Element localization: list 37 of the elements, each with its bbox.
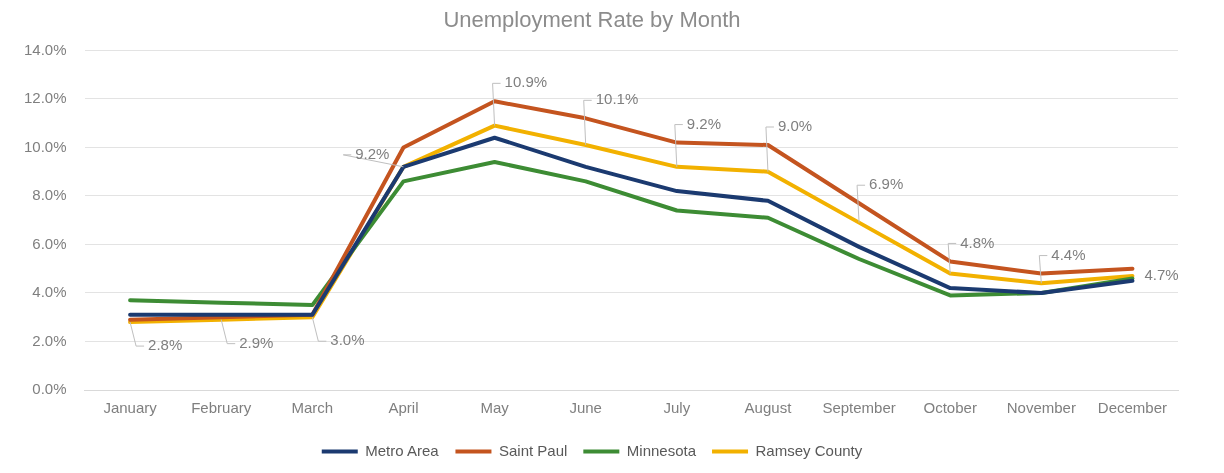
x-tick-label: August xyxy=(744,399,793,417)
x-tick-label: November xyxy=(1006,399,1076,417)
y-tick-label: 2.0% xyxy=(32,331,67,349)
data-label: 9.2% xyxy=(686,114,722,132)
data-label: 9.2% xyxy=(355,144,390,162)
data-label: 4.7% xyxy=(1144,266,1179,284)
x-tick-label: January xyxy=(103,399,158,417)
data-label: 9.0% xyxy=(777,117,813,135)
x-tick-label: June xyxy=(569,399,602,417)
legend-label: Ramsey County xyxy=(755,441,863,459)
data-label: 2.9% xyxy=(239,333,274,351)
data-label: 2.8% xyxy=(148,336,183,354)
x-tick-label: September xyxy=(822,399,896,417)
y-tick-label: 4.0% xyxy=(32,283,67,301)
legend-label: Minnesota xyxy=(626,441,697,459)
y-tick-label: 0.0% xyxy=(32,380,67,398)
y-tick-label: 8.0% xyxy=(32,186,67,204)
x-tick-label: February xyxy=(191,399,252,417)
data-label: 3.0% xyxy=(330,331,365,349)
x-tick-label: May xyxy=(480,399,510,417)
y-tick-label: 6.0% xyxy=(32,234,67,252)
data-label: 6.9% xyxy=(869,175,904,193)
legend-label: Saint Paul xyxy=(498,441,568,459)
data-label: 4.4% xyxy=(1051,245,1086,263)
data-label: 10.1% xyxy=(595,90,639,108)
chart-title: Unemployment Rate by Month xyxy=(443,7,741,33)
x-tick-label: July xyxy=(663,399,691,417)
y-tick-label: 10.0% xyxy=(23,137,67,155)
legend-label: Metro Area xyxy=(365,441,440,459)
x-tick-label: March xyxy=(291,399,334,417)
data-label: 4.8% xyxy=(960,233,995,251)
x-tick-label: October xyxy=(923,399,977,417)
x-tick-label: December xyxy=(1097,399,1168,417)
data-label: 10.9% xyxy=(504,73,548,91)
x-tick-label: April xyxy=(388,399,419,417)
y-tick-label: 14.0% xyxy=(23,40,67,58)
y-tick-label: 12.0% xyxy=(23,89,67,107)
